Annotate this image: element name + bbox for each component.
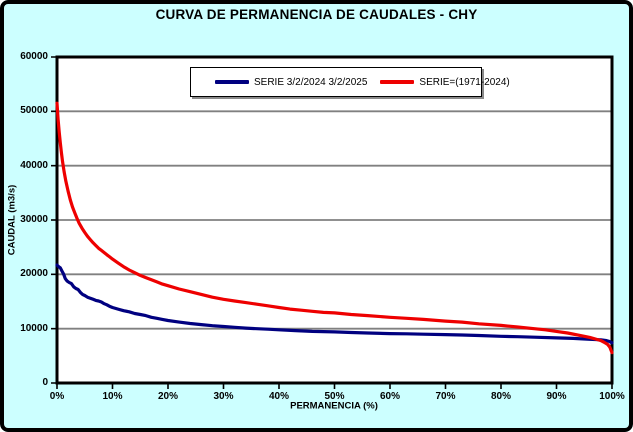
x-tick-label: 30% xyxy=(213,391,234,402)
y-tick-label: 40000 xyxy=(20,159,48,171)
y-tick-label: 50000 xyxy=(20,105,48,117)
legend-item-serie-2024: SERIE 3/2/2024 3/2/2025 xyxy=(215,77,367,88)
series-line-1 xyxy=(55,101,614,355)
x-tick-label: 40% xyxy=(268,391,289,402)
x-tick-label: 70% xyxy=(435,391,456,402)
chart-title: CURVA DE PERMANENCIA DE CAUDALES - CHY xyxy=(155,7,478,22)
x-axis-title: PERMANENCIA (%) xyxy=(290,400,378,412)
x-tick-label: 90% xyxy=(546,391,567,402)
blue-line-swatch xyxy=(215,80,249,84)
x-tick-label: 50% xyxy=(324,391,345,402)
legend-item-serie-historic: SERIE=(1971-2024) xyxy=(380,76,510,88)
series-line-0 xyxy=(55,263,614,345)
x-tick-label: 80% xyxy=(490,391,511,402)
y-tick-label: 10000 xyxy=(20,322,48,334)
x-tick-label: 100% xyxy=(599,391,625,402)
y-tick-label: 30000 xyxy=(20,214,48,225)
legend-label: SERIE=(1971-2024) xyxy=(419,76,510,88)
y-tick-label: 20000 xyxy=(20,268,48,280)
x-tick-label: 60% xyxy=(379,391,400,402)
x-tick-label: 0% xyxy=(49,391,65,402)
legend: SERIE 3/2/2024 3/2/2025 SERIE=(1971-2024… xyxy=(190,67,510,97)
x-tick-label: 10% xyxy=(102,391,123,402)
x-tick-label: 20% xyxy=(157,391,178,402)
red-line-swatch xyxy=(380,80,415,84)
y-tick-label: 0 xyxy=(42,377,48,388)
y-tick-label: 60000 xyxy=(20,51,48,62)
legend-label: SERIE 3/2/2024 3/2/2025 xyxy=(254,76,368,88)
